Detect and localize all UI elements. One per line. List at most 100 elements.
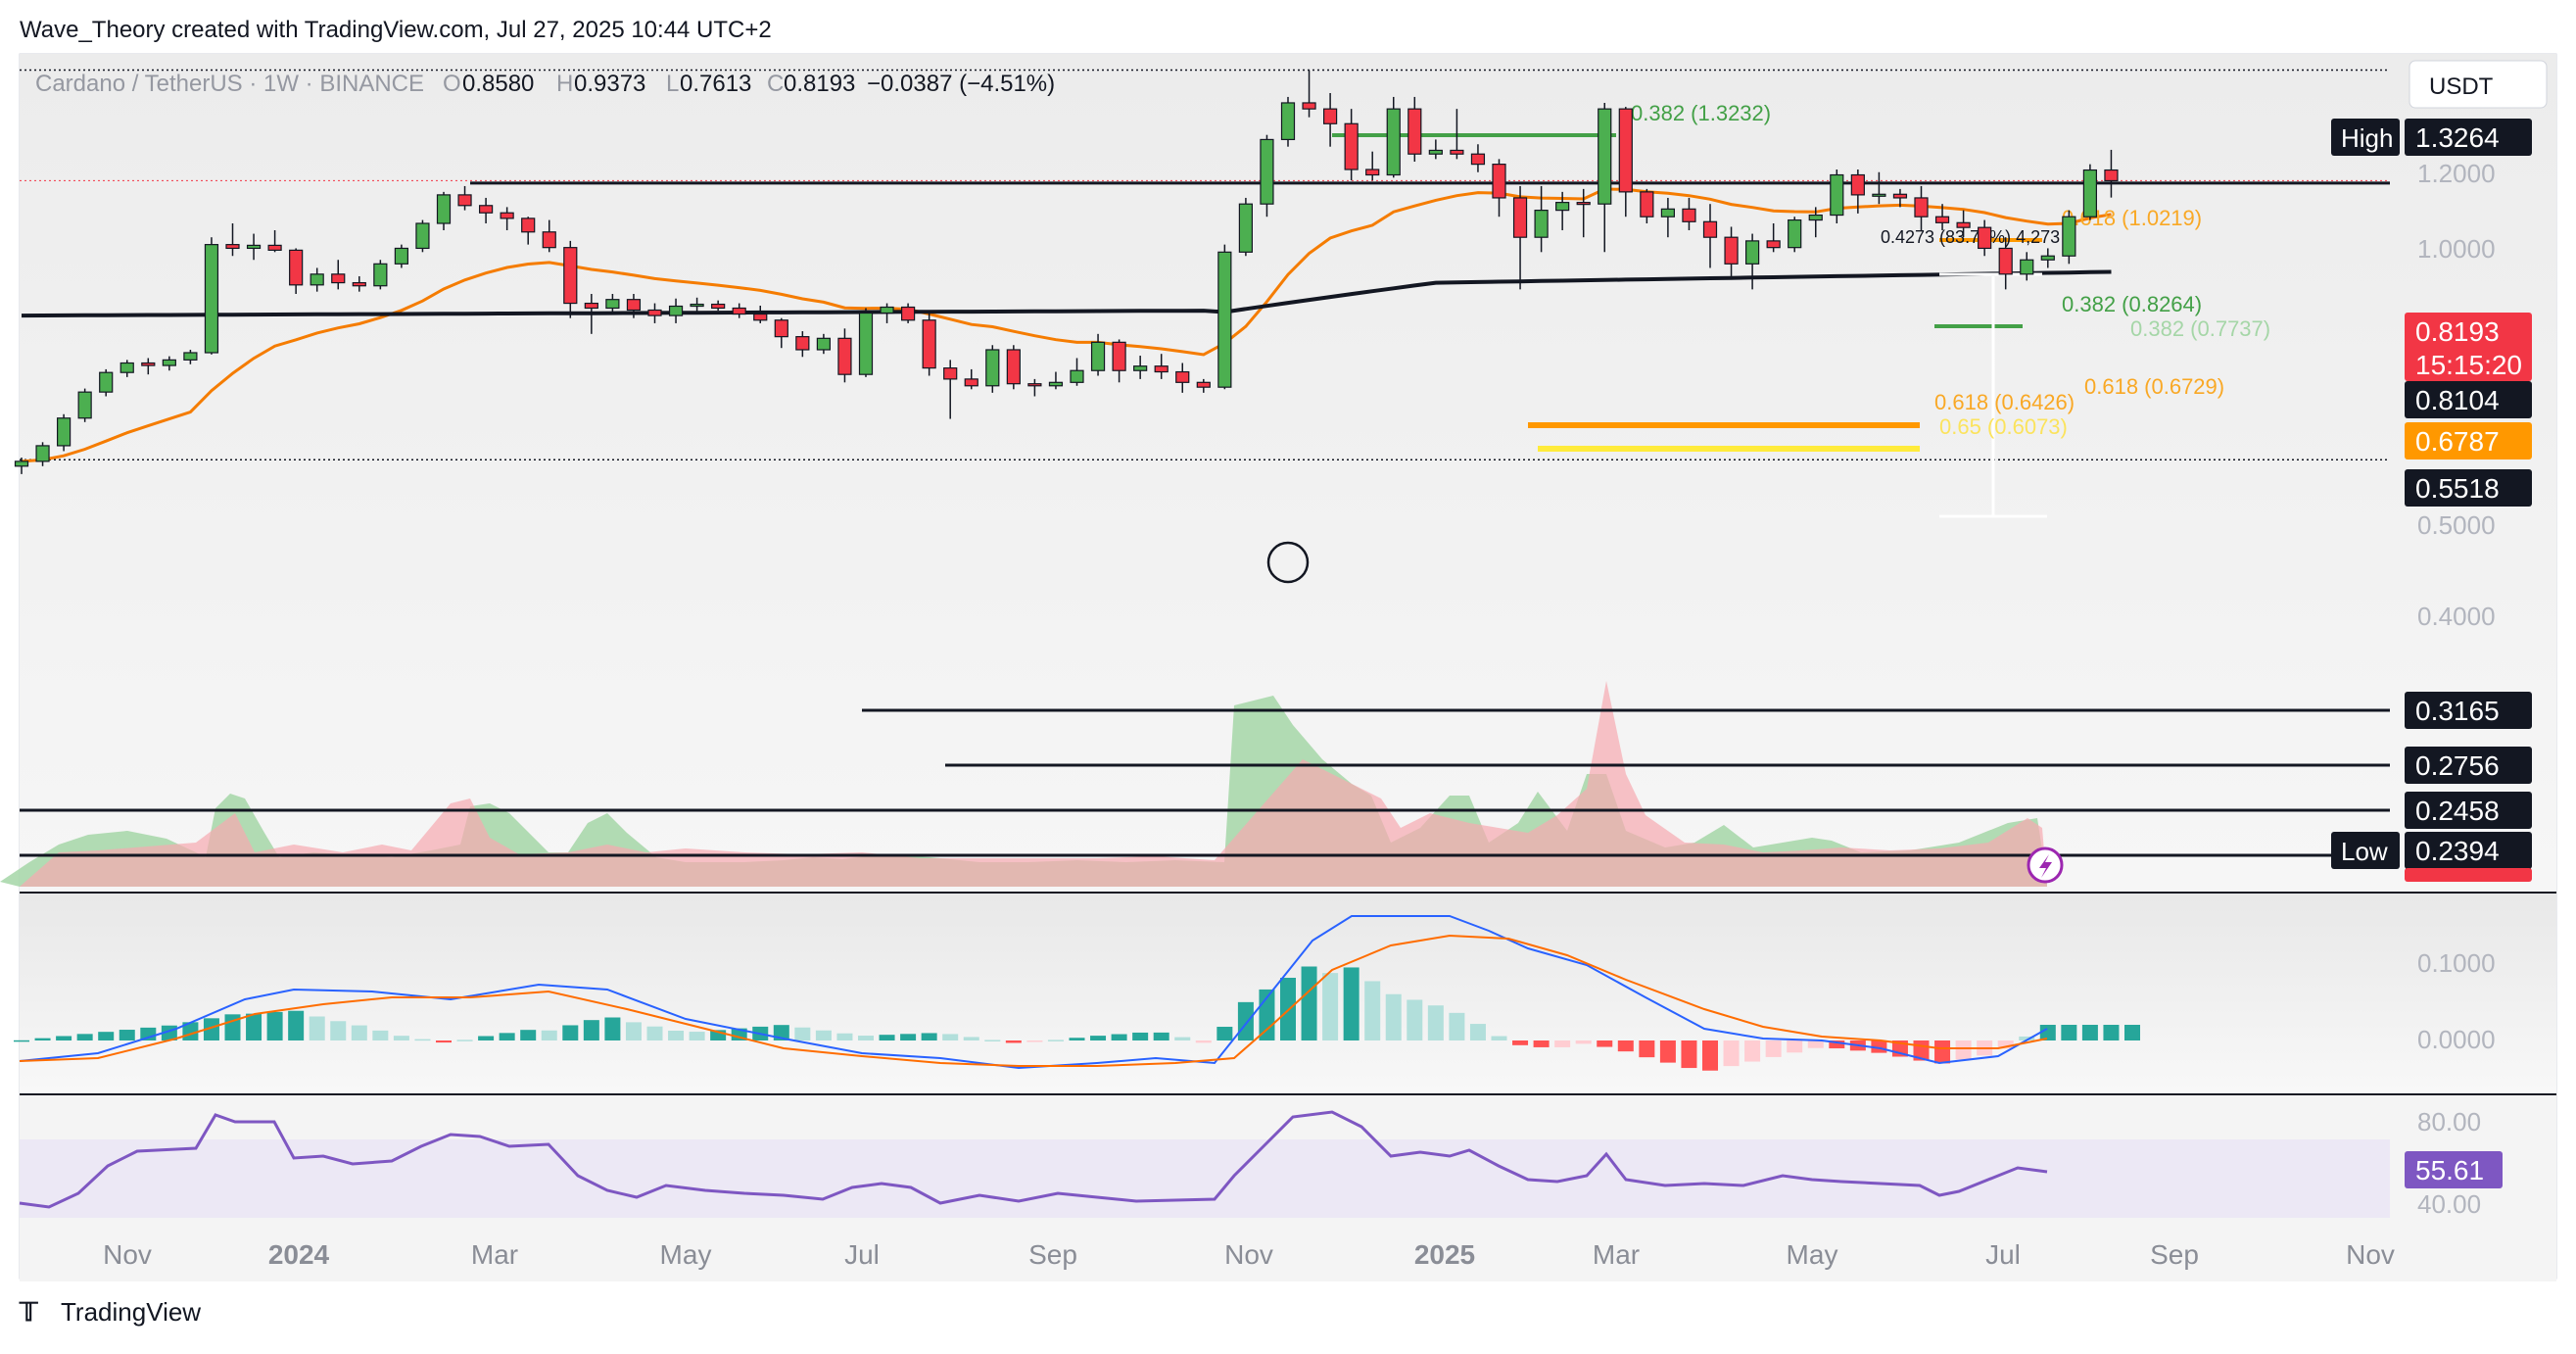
candle[interactable] bbox=[668, 298, 684, 323]
candle[interactable] bbox=[1196, 378, 1211, 393]
candle[interactable] bbox=[2020, 252, 2034, 281]
candle[interactable] bbox=[626, 294, 642, 318]
candle[interactable] bbox=[1154, 354, 1169, 379]
candle[interactable] bbox=[858, 308, 874, 377]
candle[interactable] bbox=[1175, 363, 1190, 393]
candle[interactable] bbox=[1428, 139, 1443, 160]
candle[interactable] bbox=[1217, 244, 1232, 390]
candle[interactable] bbox=[1702, 204, 1718, 268]
currency-button-frame[interactable] bbox=[2409, 60, 2548, 109]
candle[interactable] bbox=[1978, 219, 1992, 257]
candle[interactable] bbox=[1238, 197, 1254, 257]
candle[interactable] bbox=[922, 313, 936, 376]
candle[interactable] bbox=[1934, 204, 1950, 230]
candle[interactable] bbox=[1070, 358, 1084, 386]
candle[interactable] bbox=[1576, 188, 1591, 238]
candle[interactable] bbox=[2104, 149, 2119, 198]
candle[interactable] bbox=[1598, 102, 1612, 253]
candle[interactable] bbox=[816, 333, 832, 355]
candle[interactable] bbox=[1027, 378, 1042, 397]
candle[interactable] bbox=[310, 267, 324, 292]
candle[interactable] bbox=[943, 360, 958, 419]
candle[interactable] bbox=[1660, 197, 1676, 238]
candle[interactable] bbox=[225, 222, 240, 257]
candle[interactable] bbox=[500, 207, 514, 230]
candle[interactable] bbox=[985, 345, 1000, 393]
candle[interactable] bbox=[795, 331, 810, 358]
candle[interactable] bbox=[1682, 197, 1696, 230]
candle[interactable] bbox=[563, 240, 578, 318]
currency-button[interactable]: USDT bbox=[2409, 60, 2548, 109]
candle[interactable] bbox=[521, 217, 536, 245]
candle[interactable] bbox=[711, 300, 726, 311]
candle[interactable] bbox=[436, 191, 452, 230]
candle[interactable] bbox=[1850, 169, 1865, 214]
candle[interactable] bbox=[605, 294, 620, 314]
candle[interactable] bbox=[1090, 333, 1106, 376]
candle[interactable] bbox=[479, 197, 494, 223]
candle[interactable] bbox=[753, 306, 768, 323]
candle[interactable] bbox=[1386, 96, 1401, 178]
candlestick-series[interactable] bbox=[14, 70, 2119, 474]
candle[interactable] bbox=[1998, 237, 2013, 290]
candle[interactable] bbox=[14, 458, 29, 474]
candle[interactable] bbox=[1744, 233, 1760, 290]
candle[interactable] bbox=[35, 442, 50, 466]
candle[interactable] bbox=[77, 388, 92, 422]
candle[interactable] bbox=[1322, 93, 1338, 147]
candle[interactable] bbox=[415, 219, 430, 253]
candle[interactable] bbox=[1365, 151, 1380, 181]
candle[interactable] bbox=[331, 260, 346, 290]
candle[interactable] bbox=[1344, 109, 1359, 181]
candle[interactable] bbox=[289, 248, 304, 294]
candle[interactable] bbox=[1534, 185, 1549, 253]
candle[interactable] bbox=[1048, 371, 1064, 390]
candle[interactable] bbox=[1112, 339, 1126, 383]
candle[interactable] bbox=[394, 244, 408, 268]
candle[interactable] bbox=[1618, 107, 1633, 218]
candle[interactable] bbox=[352, 275, 366, 292]
candle[interactable] bbox=[880, 303, 894, 323]
candle[interactable] bbox=[2062, 210, 2076, 265]
candle[interactable] bbox=[2082, 164, 2097, 220]
candle[interactable] bbox=[267, 229, 282, 253]
candle[interactable] bbox=[837, 328, 852, 383]
candle[interactable] bbox=[99, 368, 114, 397]
lightning-icon[interactable] bbox=[2027, 846, 2064, 884]
candle[interactable] bbox=[1512, 185, 1528, 290]
currency-button-label[interactable]: USDT bbox=[2429, 73, 2494, 100]
tradingview-logo[interactable]: 𝕋 TradingView bbox=[19, 1297, 201, 1327]
candle[interactable] bbox=[162, 356, 176, 371]
candle[interactable] bbox=[1492, 159, 1506, 218]
candle[interactable] bbox=[690, 297, 704, 314]
candle[interactable] bbox=[183, 349, 198, 364]
time-axis[interactable]: Nov 2024 Mar May Jul Sep Nov 2025 Mar May Jul Sep No… bbox=[103, 1239, 2395, 1270]
candle[interactable] bbox=[1280, 96, 1296, 147]
candle[interactable] bbox=[204, 237, 219, 355]
candle[interactable] bbox=[1914, 185, 1929, 230]
candle[interactable] bbox=[964, 368, 978, 390]
candle[interactable] bbox=[1830, 169, 1844, 223]
candle[interactable] bbox=[119, 360, 134, 377]
candle[interactable] bbox=[246, 233, 262, 261]
candle[interactable] bbox=[457, 185, 472, 211]
candle[interactable] bbox=[774, 317, 788, 349]
candle[interactable] bbox=[1260, 134, 1274, 218]
candle[interactable] bbox=[1872, 171, 1886, 205]
candle[interactable] bbox=[2040, 248, 2055, 268]
candle[interactable] bbox=[1555, 191, 1570, 230]
candle[interactable] bbox=[900, 303, 916, 323]
candle[interactable] bbox=[1808, 207, 1823, 238]
candle[interactable] bbox=[141, 358, 156, 375]
candle[interactable] bbox=[1724, 226, 1739, 276]
candle[interactable] bbox=[1006, 345, 1021, 390]
candle[interactable] bbox=[1892, 188, 1908, 208]
symbol-title[interactable]: Cardano / TetherUS · 1W · BINANCE bbox=[35, 71, 424, 97]
candle[interactable] bbox=[542, 219, 556, 253]
candle[interactable] bbox=[584, 294, 598, 334]
candle[interactable] bbox=[1407, 96, 1422, 162]
candle[interactable] bbox=[373, 260, 388, 290]
candle[interactable] bbox=[1133, 356, 1148, 379]
candle[interactable] bbox=[1450, 109, 1464, 160]
